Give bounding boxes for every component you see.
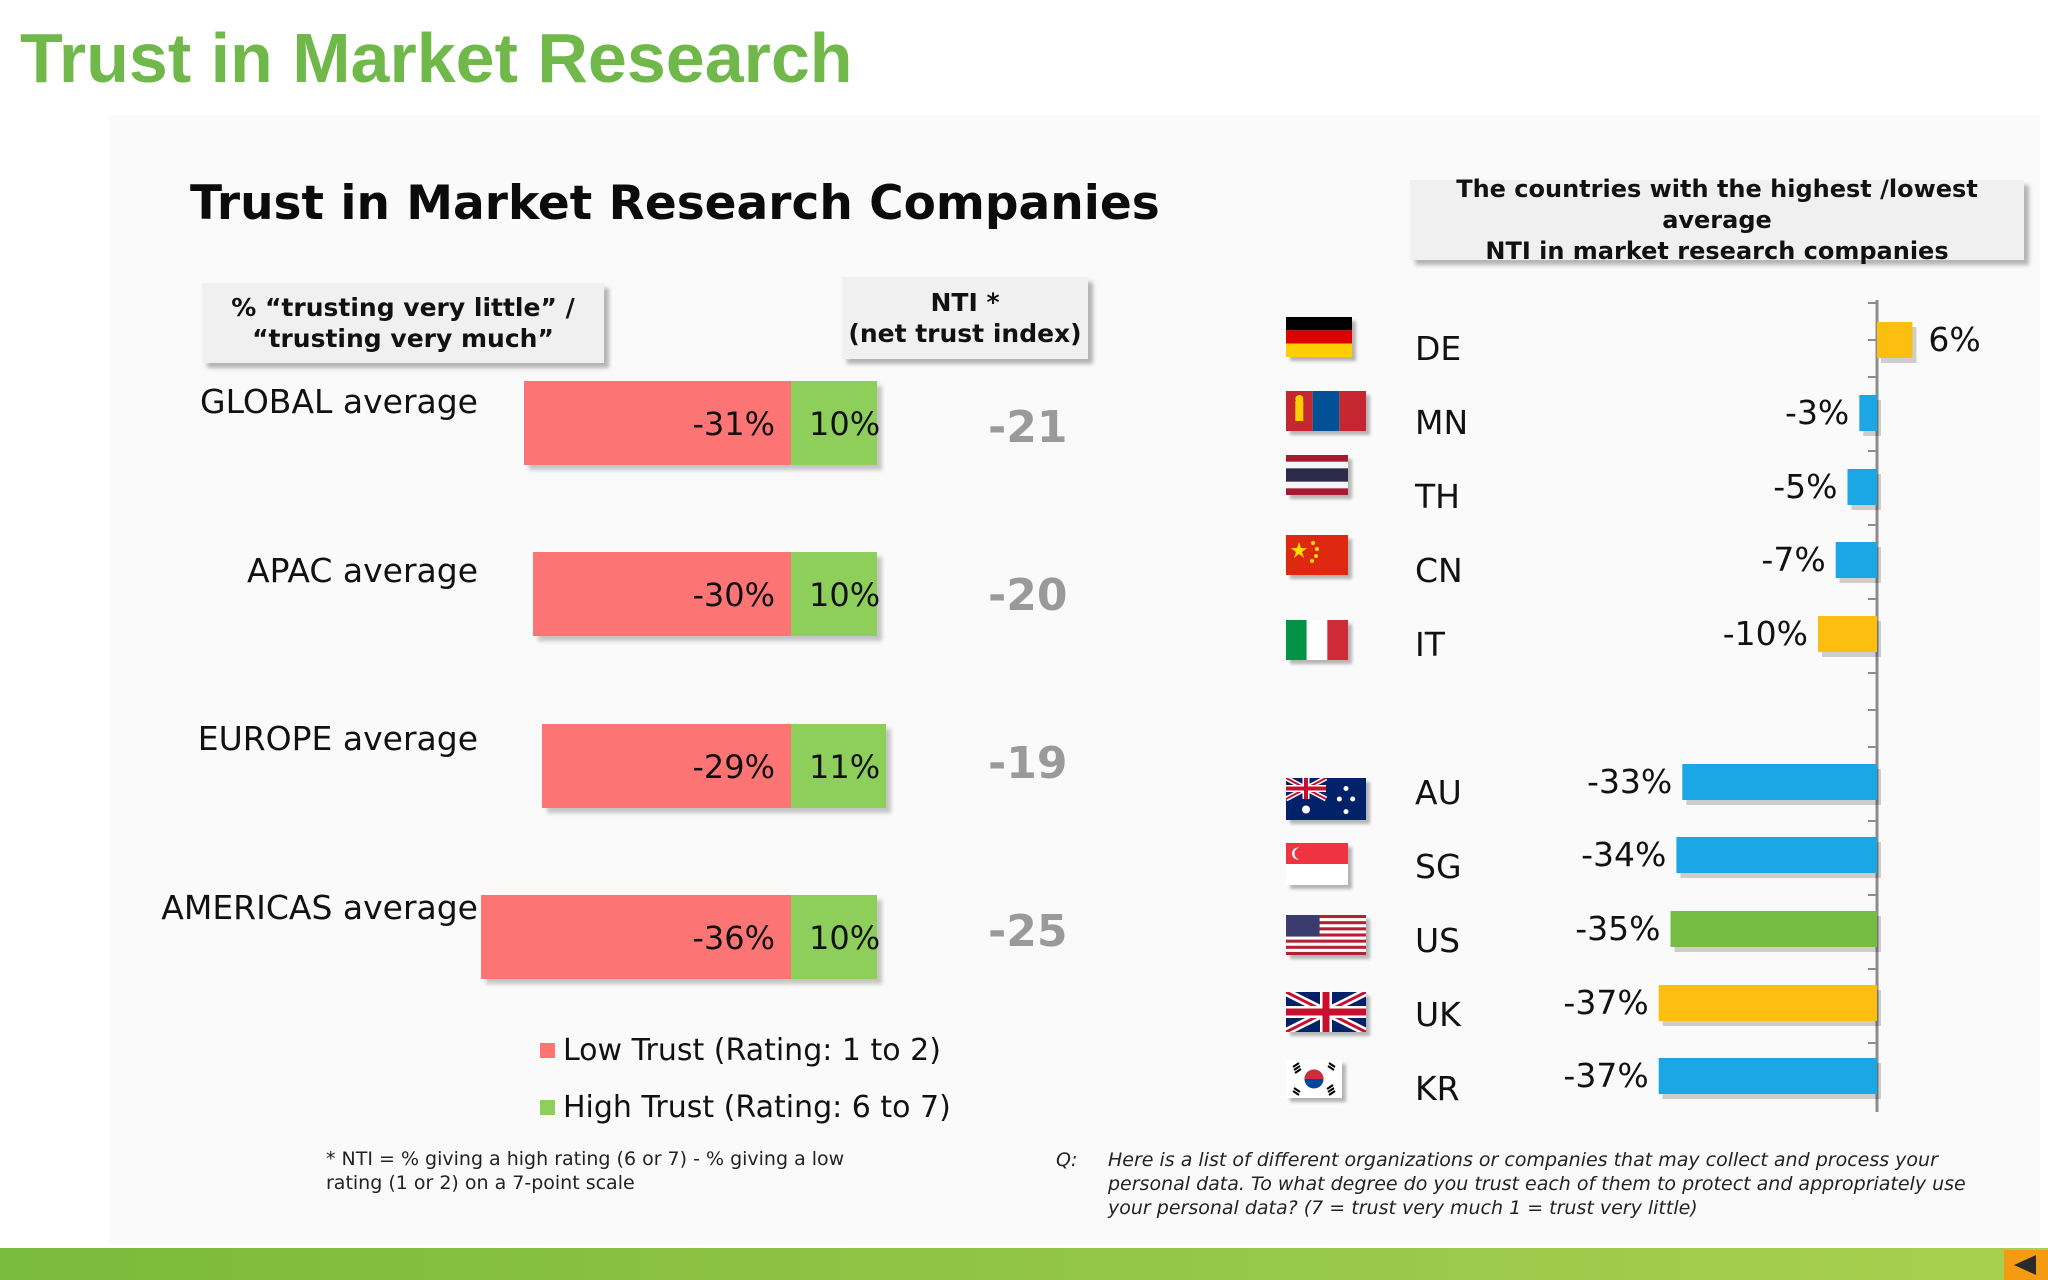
region-bar: -36% 10% [481, 895, 881, 979]
country-code-label: TH [1415, 477, 1460, 516]
low-trust-value: -30% [692, 576, 775, 614]
country-value-label: -3% [1785, 393, 1849, 432]
region-label: AMERICAS average [161, 888, 478, 927]
high-trust-bar: 10% [791, 552, 881, 636]
previous-slide-arrow-icon[interactable] [2004, 1250, 2048, 1280]
germany-flag-icon [1286, 317, 1352, 357]
high-trust-value: 11% [808, 748, 881, 786]
page-title: Trust in Market Research [20, 19, 853, 97]
nti-line1: NTI * [930, 288, 1000, 317]
nti-value: -20 [988, 570, 1068, 621]
high-trust-bar: 10% [790, 381, 881, 465]
country-value-label: -37% [1563, 1056, 1648, 1095]
low-trust-bar: -36% [481, 895, 791, 979]
country-value-label: -33% [1587, 762, 1672, 801]
nti-callout: NTI * (net trust index) [842, 277, 1088, 359]
country-bar [1658, 1058, 1877, 1094]
mongolia-flag-icon [1286, 391, 1366, 431]
country-bar [1658, 985, 1877, 1021]
legend-low-label: Low Trust (Rating: 1 to 2) [563, 1033, 941, 1068]
region-label: APAC average [247, 551, 478, 590]
chart-subtitle: Trust in Market Research Companies [190, 176, 1160, 231]
low-trust-bar: -31% [524, 381, 791, 465]
country-value-label: -34% [1581, 835, 1666, 874]
legend-high-swatch [540, 1100, 555, 1115]
nti-value: -19 [988, 738, 1068, 789]
country-value-label: -10% [1723, 614, 1808, 653]
country-code-label: US [1415, 921, 1461, 960]
low-trust-bar: -29% [541, 724, 791, 808]
country-code-label: SG [1415, 847, 1462, 886]
high-trust-value: 10% [809, 576, 881, 614]
country-bar [1877, 322, 1913, 358]
country-bar [1818, 616, 1877, 652]
country-callout: The countries with the highest /lowest a… [1410, 175, 2024, 265]
pct-trust-line1: % “trusting very little” / [231, 293, 575, 322]
low-trust-bar: -30% [533, 552, 791, 636]
low-trust-value: -29% [692, 748, 775, 786]
footer-bar [0, 1248, 2048, 1280]
legend-low-trust: Low Trust (Rating: 1 to 2) [540, 1033, 941, 1068]
legend-low-swatch [540, 1043, 555, 1058]
nti-footnote: * NTI = % giving a high rating (6 or 7) … [326, 1148, 845, 1194]
nti-line2: (net trust index) [848, 319, 1082, 348]
low-trust-value: -36% [692, 919, 775, 957]
nti-value: -25 [988, 906, 1068, 957]
region-label: EUROPE average [197, 719, 478, 758]
country-bar [1859, 395, 1877, 431]
country-code-label: MN [1415, 403, 1469, 442]
country-bar [1670, 911, 1877, 947]
china-flag-icon [1286, 535, 1348, 575]
country-value-label: -37% [1563, 983, 1648, 1022]
region-bar: -31% 10% [524, 381, 881, 465]
korea-flag-icon [1286, 1060, 1342, 1098]
question-label: Q: [1056, 1149, 1078, 1171]
uk-flag-icon [1286, 992, 1366, 1032]
country-callout-line1: The countries with the highest /lowest a… [1456, 174, 1978, 234]
country-bar [1682, 764, 1877, 800]
country-callout-line2: NTI in market research companies [1485, 236, 1949, 265]
region-label: GLOBAL average [200, 382, 478, 421]
nti-value: -21 [988, 402, 1068, 453]
region-bar: -29% 11% [541, 724, 886, 808]
high-trust-bar: 10% [790, 895, 881, 979]
high-trust-bar: 11% [790, 724, 886, 808]
usa-flag-icon [1286, 915, 1366, 955]
country-code-label: CN [1415, 551, 1463, 590]
pct-trust-line2: “trusting very much” [252, 324, 554, 353]
country-bar [1847, 469, 1877, 505]
country-value-label: 6% [1928, 320, 1980, 359]
country-code-label: DE [1415, 329, 1462, 368]
italy-flag-icon [1286, 620, 1348, 660]
country-value-label: -35% [1575, 909, 1660, 948]
region-bar: -30% 10% [533, 552, 881, 636]
singapore-flag-icon [1286, 843, 1348, 885]
country-bar [1676, 837, 1877, 873]
pct-trust-callout: % “trusting very little” / “trusting ver… [202, 283, 604, 363]
low-trust-value: -31% [692, 405, 775, 443]
country-code-label: KR [1415, 1069, 1460, 1108]
legend-high-label: High Trust (Rating: 6 to 7) [563, 1090, 951, 1125]
high-trust-value: 10% [808, 919, 881, 957]
country-bar [1835, 542, 1877, 578]
high-trust-value: 10% [808, 405, 881, 443]
country-code-label: IT [1415, 625, 1445, 664]
country-code-label: AU [1415, 773, 1462, 812]
country-value-label: -7% [1761, 540, 1825, 579]
country-value-label: -5% [1773, 467, 1837, 506]
question-text: Here is a list of different organization… [1108, 1149, 1966, 1219]
thailand-flag-icon [1286, 455, 1348, 495]
country-code-label: UK [1415, 995, 1461, 1034]
legend-high-trust: High Trust (Rating: 6 to 7) [540, 1090, 951, 1125]
australia-flag-icon [1286, 778, 1366, 820]
